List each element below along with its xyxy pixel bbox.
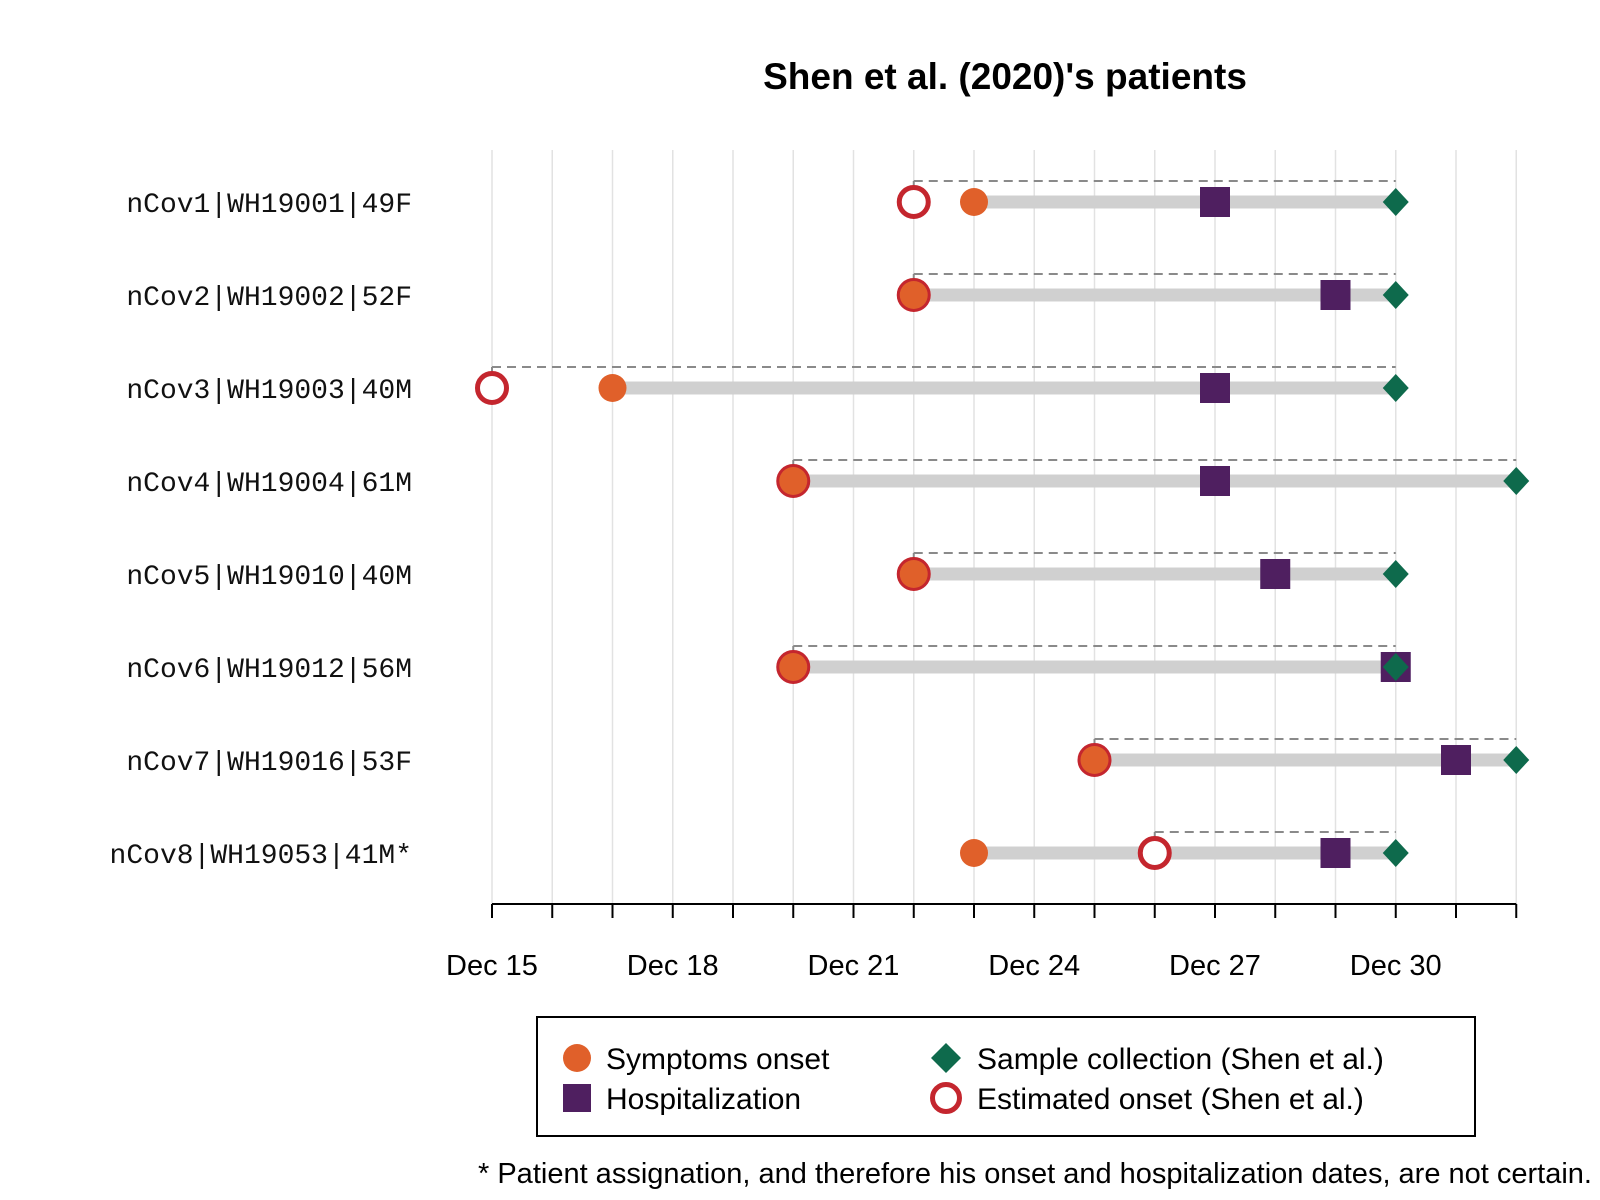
x-axis: Dec 15 Dec 18 Dec 21 Dec 24 Dec 27 Dec 30 [446,903,1518,982]
sample-collection-point [1503,746,1530,774]
hospitalization-point [1260,559,1291,589]
x-tick-label: Dec 21 [808,950,900,982]
symptoms-onset-point [598,374,627,402]
hospitalization-point [1200,187,1230,217]
legend-sample-collection-marker [931,1043,961,1073]
symptoms-onset-point [779,653,808,681]
chart-title: Shen et al. (2020)'s patients [763,56,1247,97]
patient-label: nCov3|WH19003|40M [126,376,412,407]
patient-label: nCov2|WH19002|52F [126,283,412,314]
patient-rows: nCov1|WH19001|49F nCov2|WH19002|52F nCov3|… [110,180,1530,872]
footnote: * Patient assignation, and therefore his… [478,1158,1592,1190]
patient-label: nCov4|WH19004|61M [126,469,412,500]
hospitalization-point [1200,373,1230,403]
sample-collection-point [1503,467,1530,495]
legend-symptoms-onset-label: Symptoms onset [606,1043,830,1076]
vertical-grid [491,150,1517,904]
legend: Symptoms onset Hospitalization Sample co… [536,1016,1476,1137]
sample-collection-point [1382,281,1409,309]
symptoms-onset-point [960,839,988,867]
legend-hospitalization-marker [563,1084,591,1112]
estimated-onset-point [1137,836,1172,870]
sample-collection-point [1382,374,1409,402]
symptoms-onset-point [1080,746,1109,774]
symptoms-onset-point [960,188,988,216]
estimated-onset-point [475,371,509,405]
patient-label: nCov6|WH19012|56M [126,655,412,686]
patient-label: nCov8|WH19053|41M* [110,841,412,872]
x-tick-label: Dec 27 [1169,950,1261,982]
estimated-onset-point [896,185,931,219]
hospitalization-point [1320,280,1351,310]
legend-estimated-onset-marker [930,1082,962,1114]
x-tick-label: Dec 30 [1350,950,1442,982]
sample-collection-point [1382,188,1409,216]
legend-symptoms-onset-marker [563,1044,591,1072]
symptoms-onset-point [899,560,928,588]
hospitalization-point [1320,838,1351,868]
sample-collection-point [1382,560,1409,588]
legend-box [536,1016,1476,1137]
symptoms-onset-point [899,281,928,309]
x-tick-label: Dec 24 [988,950,1080,982]
patient-label: nCov7|WH19016|53F [126,748,412,779]
legend-hospitalization-label: Hospitalization [606,1083,801,1116]
patient-label: nCov1|WH19001|49F [126,190,412,221]
hospitalization-point [1200,466,1230,496]
patient-label: nCov5|WH19010|40M [126,562,412,593]
x-tick-label: Dec 15 [446,950,538,982]
legend-sample-collection-label: Sample collection (Shen et al.) [977,1043,1384,1076]
hospitalization-point [1441,745,1471,775]
symptoms-onset-point [779,467,808,495]
x-tick-label: Dec 18 [627,950,719,982]
legend-estimated-onset-label: Estimated onset (Shen et al.) [977,1083,1364,1116]
sample-collection-point [1382,653,1409,681]
sample-collection-point [1382,839,1409,867]
